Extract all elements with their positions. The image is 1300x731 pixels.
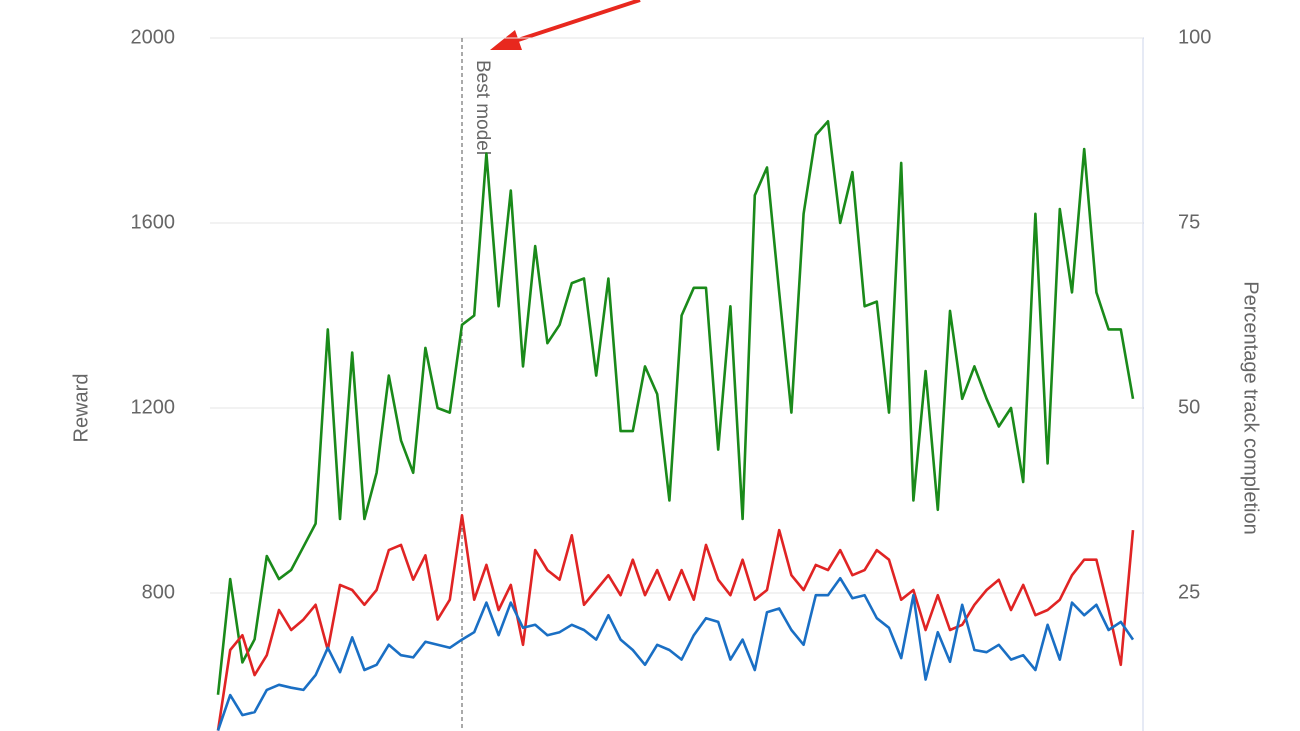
series-line xyxy=(216,514,1135,731)
y2-tick-label: 75 xyxy=(1178,211,1200,233)
y2-tick-label: 50 xyxy=(1178,396,1200,418)
arrow xyxy=(490,0,641,50)
series-line xyxy=(216,120,1135,695)
y-axis-title: Reward xyxy=(70,374,92,443)
y2-tick-label: 100 xyxy=(1178,26,1211,48)
y2-tick-label: 25 xyxy=(1178,581,1200,603)
annotation-label: Best model xyxy=(472,60,493,155)
y-tick-label: 1200 xyxy=(131,396,176,418)
y-tick-label: 800 xyxy=(142,581,175,603)
y2-axis-title: Percentage track completion xyxy=(1240,281,1262,534)
series-line xyxy=(216,576,1135,731)
y-tick-label: 2000 xyxy=(131,26,176,48)
y-tick-label: 1600 xyxy=(131,211,176,233)
